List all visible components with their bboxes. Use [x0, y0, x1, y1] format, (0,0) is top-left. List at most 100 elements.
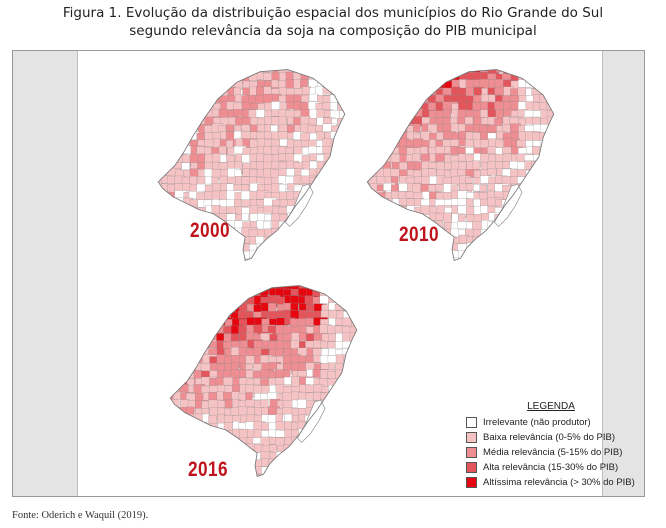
municipality	[173, 451, 182, 467]
municipality	[525, 220, 541, 229]
municipality	[406, 72, 419, 87]
municipality	[187, 285, 205, 289]
municipality	[321, 481, 328, 490]
municipality	[291, 482, 299, 496]
municipality	[181, 102, 199, 111]
municipality	[358, 326, 373, 341]
municipality	[369, 139, 386, 149]
municipality	[546, 235, 554, 245]
municipality	[428, 257, 440, 261]
municipality	[369, 228, 385, 236]
municipality	[383, 222, 394, 237]
municipality	[293, 250, 302, 261]
municipality	[261, 275, 275, 286]
municipality	[321, 459, 336, 470]
municipality	[367, 153, 374, 161]
municipality	[554, 177, 569, 185]
municipality	[474, 258, 486, 261]
municipality	[367, 110, 370, 125]
municipality	[342, 452, 357, 462]
municipality	[328, 444, 343, 454]
municipality	[350, 407, 357, 422]
municipality	[277, 474, 288, 477]
municipality	[247, 483, 256, 498]
municipality	[334, 428, 348, 439]
municipality	[487, 168, 497, 176]
municipality	[337, 69, 345, 81]
municipality	[346, 117, 360, 127]
municipality	[170, 452, 177, 463]
municipality	[367, 73, 372, 86]
municipality	[339, 168, 345, 180]
municipality	[172, 326, 187, 340]
municipality	[372, 473, 380, 481]
municipality	[442, 69, 459, 79]
municipality	[546, 228, 554, 242]
municipality	[301, 214, 316, 226]
municipality	[414, 87, 425, 98]
municipality	[186, 340, 197, 350]
municipality	[449, 257, 459, 261]
municipality	[302, 59, 313, 66]
municipality	[373, 281, 381, 289]
municipality	[570, 258, 580, 273]
municipality	[312, 474, 323, 477]
municipality	[170, 467, 178, 476]
municipality	[334, 385, 344, 395]
municipality	[194, 310, 203, 320]
municipality	[367, 161, 377, 176]
municipality	[481, 250, 495, 260]
municipality	[284, 458, 294, 469]
municipality	[547, 257, 554, 261]
municipality	[373, 482, 383, 489]
municipality	[532, 117, 541, 126]
municipality	[376, 101, 388, 112]
municipality	[173, 459, 188, 468]
municipality	[216, 285, 230, 295]
municipality	[194, 317, 209, 334]
municipality	[553, 220, 554, 237]
municipality	[298, 458, 316, 476]
municipality	[562, 257, 573, 268]
municipality	[342, 436, 356, 448]
municipality	[555, 243, 565, 254]
municipality	[334, 474, 346, 477]
municipality	[373, 415, 388, 431]
municipality	[346, 184, 355, 194]
municipality	[322, 95, 331, 103]
municipality	[399, 57, 411, 68]
municipality	[555, 236, 569, 249]
municipality	[435, 184, 445, 192]
municipality	[343, 399, 355, 409]
municipality	[375, 206, 390, 223]
municipality	[174, 73, 192, 84]
municipality	[365, 415, 376, 425]
municipality	[548, 123, 554, 137]
municipality	[420, 69, 434, 81]
municipality	[180, 285, 197, 290]
municipality	[349, 355, 357, 364]
municipality	[376, 197, 386, 209]
municipality	[562, 251, 575, 262]
municipality	[465, 249, 480, 261]
municipality	[220, 244, 236, 257]
municipality	[158, 236, 162, 246]
municipality	[351, 285, 357, 296]
legend-label: Média relevância (5-15% do PIB)	[483, 447, 623, 458]
municipality	[473, 153, 482, 162]
municipality	[316, 249, 333, 261]
municipality	[525, 177, 534, 185]
municipality	[509, 236, 524, 250]
municipality	[516, 213, 525, 221]
municipality	[182, 58, 197, 66]
municipality	[335, 458, 345, 475]
municipality	[341, 369, 357, 384]
municipality	[342, 430, 352, 441]
municipality	[330, 206, 338, 215]
municipality	[336, 392, 352, 406]
municipality	[158, 140, 164, 150]
municipality	[367, 222, 371, 238]
municipality	[349, 445, 357, 461]
municipality	[321, 445, 336, 459]
municipality	[562, 155, 578, 164]
